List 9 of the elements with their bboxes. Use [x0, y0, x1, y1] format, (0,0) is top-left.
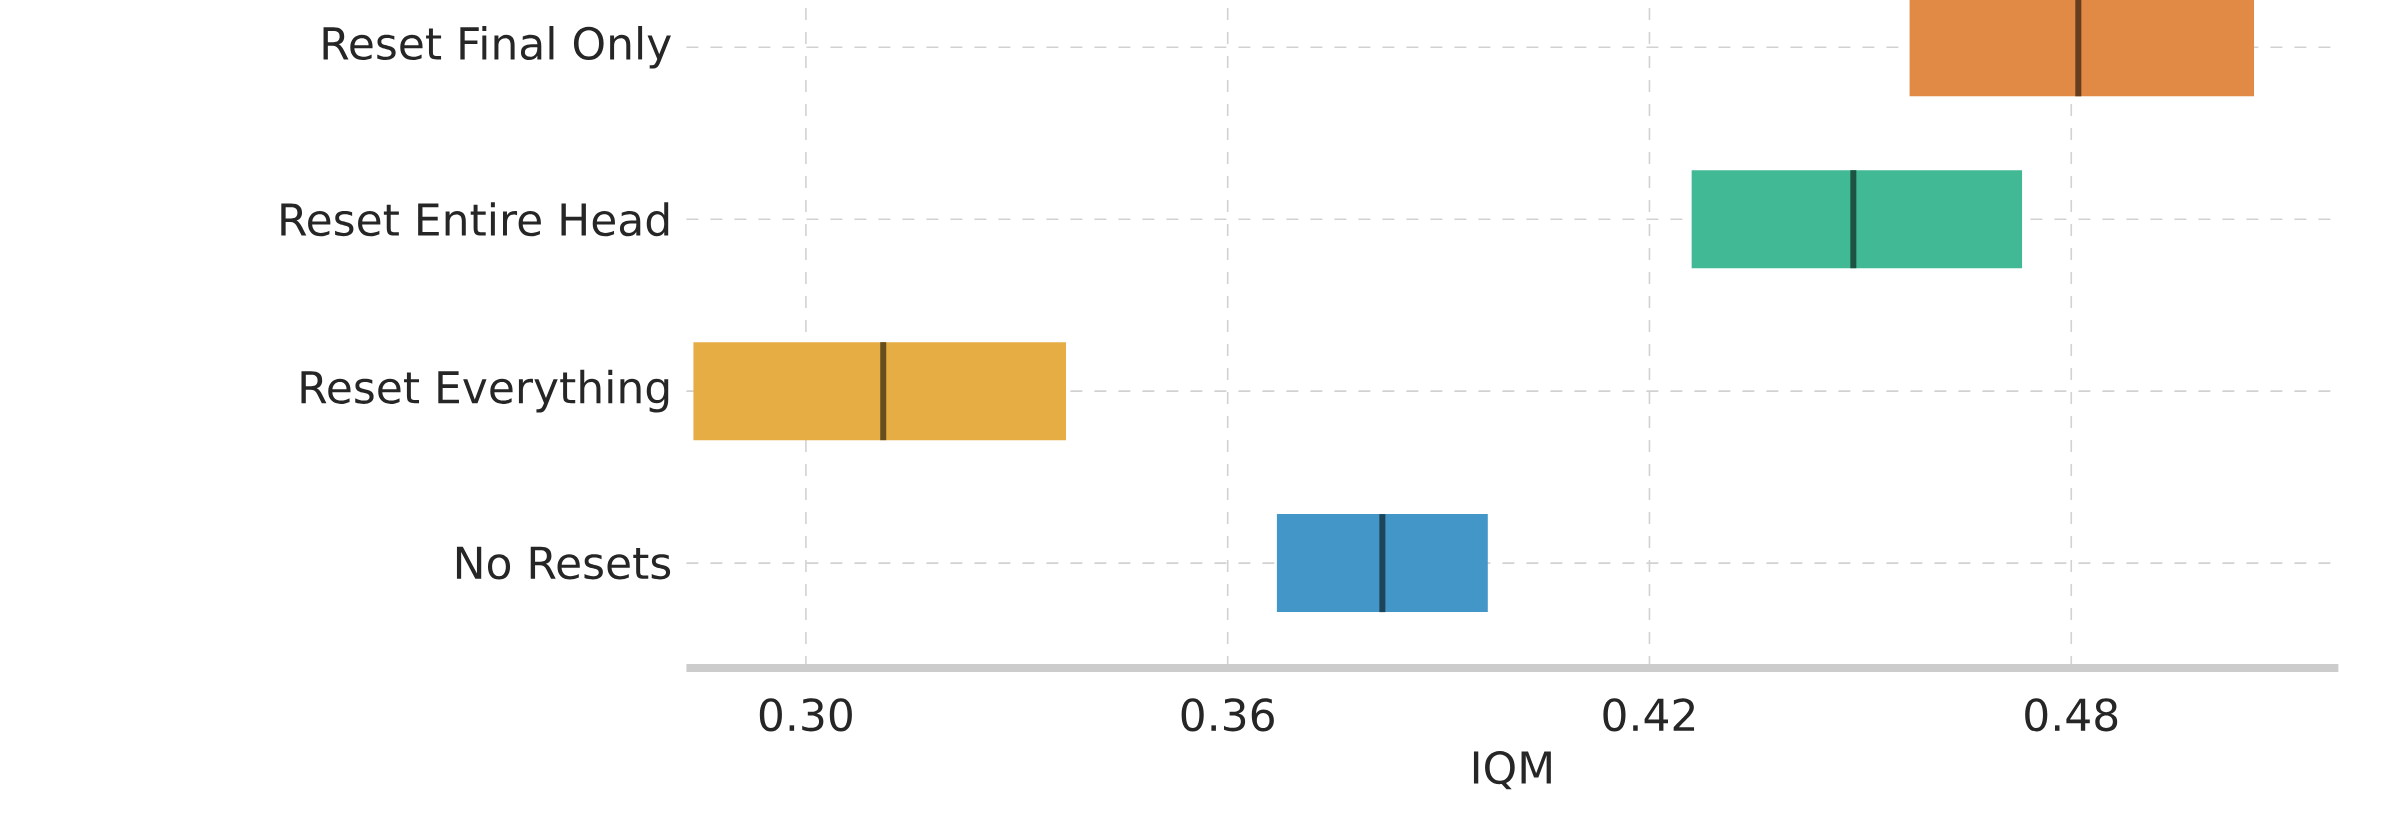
x-axis-title: IQM [1473, 750, 1551, 790]
x-tick-label: 0.36 [1181, 698, 1274, 732]
x-tick-label: 0.30 [759, 698, 852, 732]
y-tick-label: Reset Entire Head [281, 202, 669, 237]
x-tick-label: 0.42 [1603, 698, 1695, 732]
y-tick-label: No Resets [456, 546, 671, 580]
y-tick-label: Reset Final Only [323, 25, 671, 69]
x-tick-label: 0.48 [2025, 698, 2118, 732]
y-tick-label: Reset Everything [301, 369, 669, 413]
